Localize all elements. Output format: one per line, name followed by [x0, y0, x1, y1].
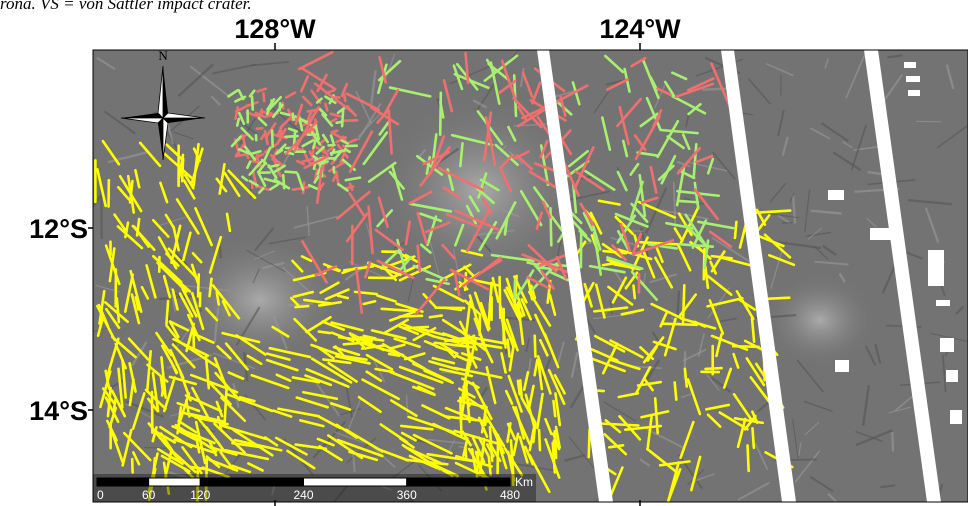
caption: rona. VS = von Sattler impact crater. — [0, 0, 252, 13]
lineament — [683, 285, 684, 323]
lineament — [400, 316, 422, 317]
lineament — [198, 274, 199, 296]
longitude-label: 128°W — [234, 14, 316, 44]
scale-segment — [304, 478, 407, 486]
latitude-label: 14°S — [29, 396, 88, 426]
lineament — [257, 155, 258, 161]
lineament — [489, 458, 491, 475]
lineament — [685, 369, 687, 387]
lineament — [344, 95, 345, 101]
lineament — [166, 301, 168, 324]
lineament — [253, 161, 258, 162]
scale-segment — [97, 478, 149, 486]
lineament — [252, 97, 253, 110]
lineament — [286, 172, 297, 173]
lineament — [678, 201, 698, 202]
scale-segment — [407, 478, 510, 486]
lineament — [662, 324, 697, 325]
scale-unit: Km — [515, 475, 533, 489]
scale-segment — [200, 478, 303, 486]
lineament — [263, 93, 264, 101]
lineament — [237, 119, 239, 126]
texture-streak — [892, 432, 893, 452]
scale-label: 240 — [293, 488, 313, 502]
map-figure: rona. VS = von Sattler impact crater. 12… — [0, 0, 968, 506]
scale-label: 120 — [190, 488, 210, 502]
longitude-label: 124°W — [599, 14, 681, 44]
lineament — [675, 382, 677, 399]
lineament — [342, 110, 343, 126]
lineament — [550, 208, 551, 245]
lineament — [518, 381, 520, 395]
lineament — [332, 131, 337, 132]
lineament — [633, 286, 634, 299]
lineament — [589, 430, 590, 457]
lineament — [460, 398, 461, 436]
scale-segment — [149, 478, 201, 486]
lineament — [269, 165, 279, 167]
lineament — [748, 445, 749, 471]
lineament — [430, 316, 442, 318]
lineament — [404, 327, 428, 328]
lineament — [389, 354, 399, 356]
scale-label: 360 — [397, 488, 417, 502]
lineament — [182, 158, 183, 181]
lineament — [539, 430, 540, 450]
scale-label: 0 — [97, 488, 104, 502]
lineament — [272, 131, 273, 147]
lineament — [733, 346, 758, 347]
lineament — [296, 306, 309, 307]
latitude-label: 12°S — [29, 214, 88, 244]
lineament — [752, 428, 753, 447]
lineament — [283, 175, 284, 188]
lineament — [514, 280, 515, 298]
lineament — [554, 401, 556, 416]
scale-label: 480 — [500, 488, 520, 502]
scale-bar: 0 60 120 240 360 480Km — [93, 474, 536, 502]
lineament — [440, 93, 441, 135]
lineament — [465, 273, 466, 290]
lineament — [319, 332, 330, 333]
lineament — [297, 149, 303, 150]
lineament — [535, 336, 536, 357]
lineament — [735, 222, 736, 238]
lineament — [293, 114, 294, 120]
scale-label: 60 — [142, 488, 156, 502]
map: N 060120240360480Km — [71, 48, 968, 506]
texture-streak — [220, 246, 221, 258]
